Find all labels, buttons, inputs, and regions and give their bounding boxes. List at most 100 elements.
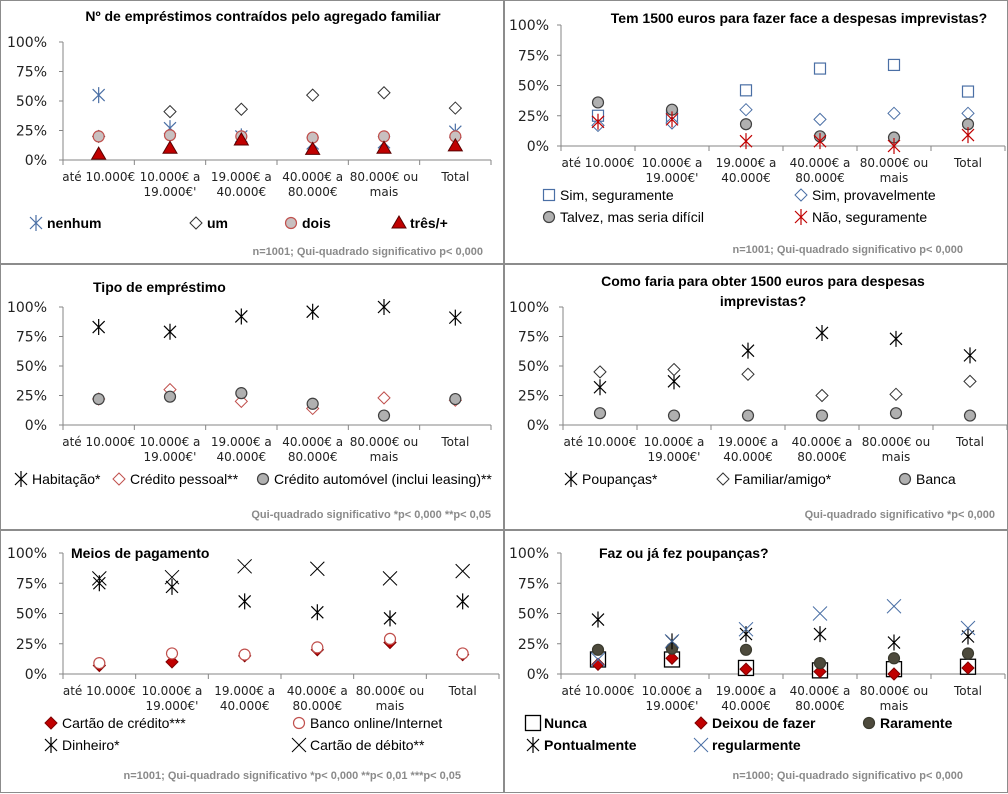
legend-label: Cartão de crédito*** — [62, 715, 186, 731]
data-point — [163, 129, 177, 142]
data-point — [591, 657, 605, 672]
data-point — [815, 388, 829, 403]
chart-emprestimos: Nº de empréstimos contraídos pelo agrega… — [7, 8, 492, 258]
legend-marker — [391, 215, 407, 229]
data-point — [377, 409, 391, 422]
data-point — [741, 367, 755, 381]
legend-item: nenhum — [29, 215, 101, 231]
legend-item: Familiar/amigo* — [716, 471, 832, 487]
y-tick-label: 75% — [16, 330, 47, 346]
data-point — [377, 86, 391, 100]
data-point — [815, 324, 829, 341]
data-point — [92, 130, 105, 143]
data-point — [591, 96, 605, 109]
data-point — [163, 104, 177, 119]
data-point — [961, 127, 975, 144]
data-point — [887, 138, 901, 154]
x-tick-label: Total — [953, 684, 982, 698]
data-point — [163, 323, 177, 340]
legend-item: Banco online/Internet — [292, 715, 442, 731]
legend-item: Talvez, mas seria difícil — [542, 209, 704, 225]
data-point — [889, 330, 903, 347]
data-point — [92, 319, 106, 336]
data-point — [238, 648, 251, 661]
panel-meios: Meios de pagamento 0% 25% 50% 75% 100% até 10.… — [0, 530, 504, 793]
x-tick-label: 19.000€' — [146, 699, 199, 713]
data-point — [304, 141, 321, 155]
y-tick-label: 50% — [518, 79, 549, 95]
data-point — [963, 347, 977, 364]
x-tick-label: mais — [370, 450, 399, 464]
x-tick-label: 80.000€ — [288, 450, 338, 464]
data-point — [163, 390, 177, 403]
legend-marker — [292, 716, 306, 730]
legend-marker — [44, 716, 58, 730]
y-tick-label: 25% — [16, 124, 47, 140]
x-tick-label: 40.000€ — [723, 450, 773, 464]
y-tick-label: 0% — [527, 418, 549, 434]
x-tick-label: 19.000€' — [646, 171, 699, 185]
legend-marker — [694, 716, 708, 730]
legend-marker — [291, 737, 307, 753]
data-point — [238, 593, 252, 610]
data-point — [593, 365, 607, 379]
data-point — [377, 299, 391, 315]
data-point — [233, 131, 250, 146]
x-tick-label: 40.000€ a — [282, 435, 343, 449]
legend-marker — [862, 716, 876, 730]
panel-tipo: Tipo de empréstimo 0% 25% 50% 75% 100% até 10.… — [0, 264, 504, 530]
data-point — [376, 140, 392, 154]
legend-label: Habitação* — [32, 471, 101, 487]
y-tick-label: 100% — [7, 35, 47, 51]
x-tick-label: Total — [440, 170, 469, 184]
series-cr-dito-pessoal- — [91, 382, 463, 416]
x-tick-label: 40.000€ — [217, 450, 267, 464]
data-point — [813, 626, 827, 643]
x-tick-label: até 10.000€ — [562, 156, 635, 170]
legend-label: Nunca — [544, 715, 587, 731]
chart-title: Tem 1500 euros para fazer face a despesa… — [611, 10, 987, 26]
series-habita-o- — [92, 299, 462, 340]
x-tick-label: 80.000€ ou — [350, 170, 418, 184]
data-point — [591, 611, 605, 628]
data-point — [961, 85, 975, 98]
panel-poupancas: Faz ou já fez poupanças? 0% 25% 50% 75% 100% a… — [504, 530, 1008, 793]
data-point — [91, 571, 107, 586]
data-point — [448, 101, 463, 115]
series-dois — [92, 129, 462, 144]
y-tick-label: 100% — [509, 300, 549, 316]
data-point — [455, 563, 471, 579]
significance-note: n=1001; Qui-quadrado significativo *p< 0… — [124, 770, 461, 782]
legend-marker — [29, 215, 43, 231]
series-sim-provavelmente — [591, 102, 975, 133]
x-tick-label: 10.000€ a — [642, 684, 703, 698]
data-point — [813, 664, 827, 679]
y-tick-label: 50% — [518, 607, 549, 623]
chart-title: Meios de pagamento — [71, 545, 209, 561]
x-tick-label: mais — [376, 699, 405, 713]
data-point — [92, 392, 105, 406]
legend-label: Crédito automóvel (inclui leasing)** — [274, 471, 492, 487]
data-point — [963, 409, 977, 422]
legend-label: Poupanças* — [582, 471, 658, 487]
legend-label: Cartão de débito** — [310, 737, 425, 753]
x-tick-label: 80.000€ — [293, 699, 343, 713]
legend-item: Pontualmente — [526, 737, 637, 753]
legend-item: Poupanças* — [564, 471, 658, 487]
legend-label: Banca — [916, 471, 956, 487]
data-point — [813, 133, 827, 150]
x-tick-label: Total — [448, 684, 477, 698]
series-n-o-seguramente — [591, 111, 975, 154]
legend-item: Banca — [898, 471, 956, 487]
legend-marker — [524, 714, 542, 732]
legend-marker — [716, 472, 730, 486]
legend-label: dois — [302, 215, 331, 231]
data-point — [961, 106, 975, 121]
data-point — [738, 621, 754, 637]
data-point — [456, 647, 469, 660]
data-point — [449, 392, 462, 406]
y-tick-label: 0% — [25, 667, 47, 683]
x-tick-label: Total — [955, 435, 984, 449]
series-nenhum — [92, 87, 462, 152]
series-um — [91, 86, 463, 144]
